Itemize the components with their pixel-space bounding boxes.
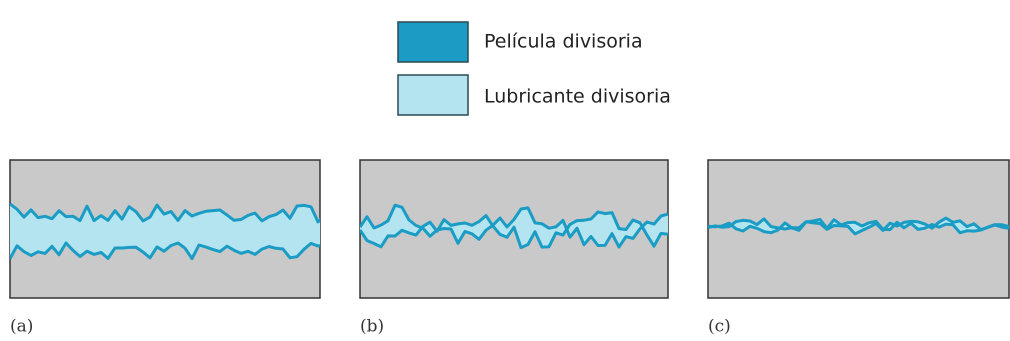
panel-label: (b)	[360, 317, 384, 337]
legend-label: Lubricante divisoria	[484, 86, 671, 108]
legend-label: Película divisoria	[484, 31, 643, 53]
panel-label: (a)	[10, 317, 33, 337]
panel-label: (c)	[708, 317, 731, 337]
diagram: Película divisoria Lubricante divisoria …	[0, 0, 1010, 341]
swatch-film	[398, 22, 468, 62]
swatch-lubricant	[398, 75, 468, 115]
